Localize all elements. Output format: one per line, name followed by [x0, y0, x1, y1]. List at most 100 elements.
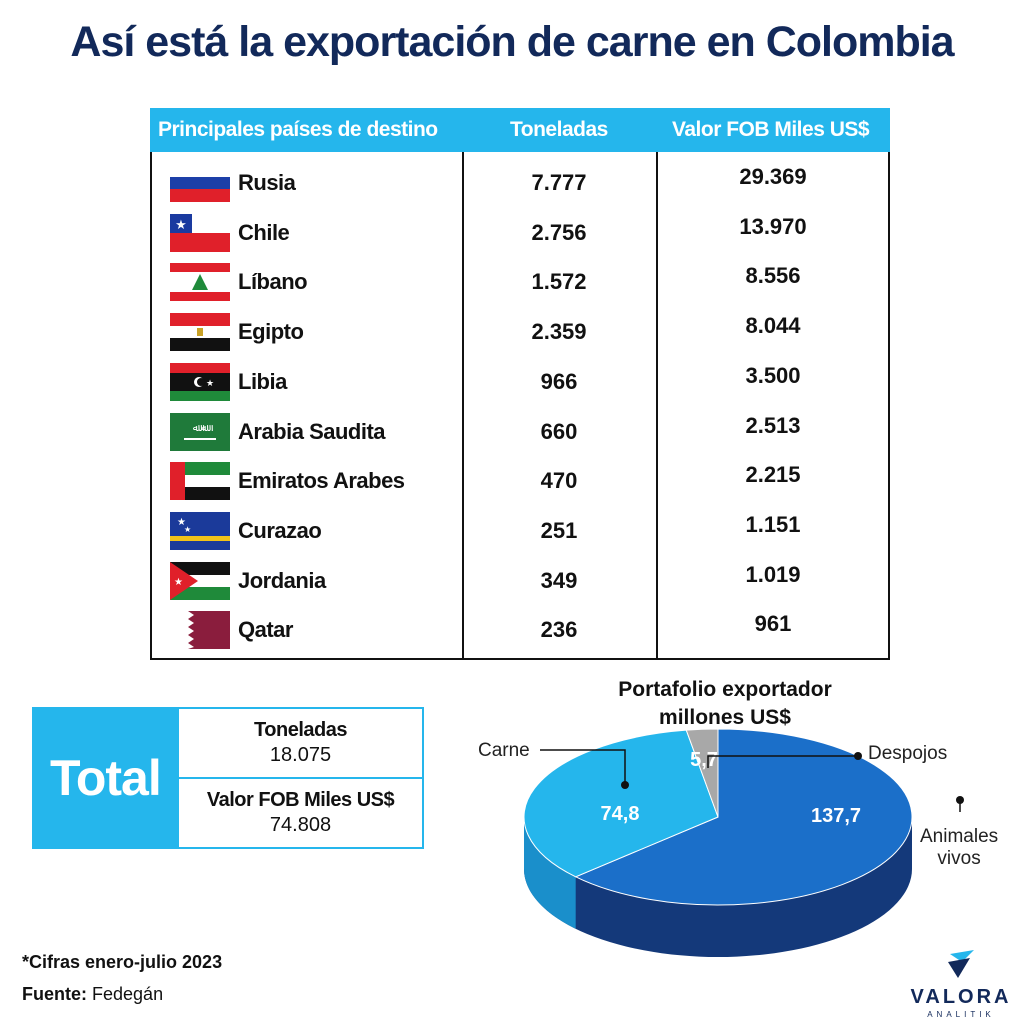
column-divider [462, 152, 464, 658]
country-name: Qatar [238, 617, 293, 643]
fob-value: 2.215 [745, 462, 801, 488]
fob-value: 29.369 [739, 164, 807, 189]
svg-text:★: ★ [206, 378, 214, 388]
fob-value: 13.970 [739, 213, 807, 239]
header-ton: Toneladas [510, 118, 608, 141]
svg-text:★: ★ [175, 217, 187, 232]
total-ton-header: Toneladas [254, 719, 347, 741]
pie-side-wall [524, 817, 912, 957]
table-row: Emiratos Arabes 470 2.215 [152, 456, 888, 506]
total-fob-value: 74.808 [269, 814, 332, 836]
svg-text:★: ★ [177, 517, 186, 528]
country-name: Emiratos Arabes [238, 468, 405, 494]
tonnage-value: 349 [540, 567, 578, 593]
logo-sub: ANALITIK [927, 1010, 995, 1019]
total-fob-header: Valor FOB Miles US$ [206, 789, 395, 811]
qatar-flag-icon [170, 611, 230, 650]
page-title: Así está la exportación de carne en Colo… [70, 18, 954, 66]
table-row: Qatar 236 961 [152, 605, 888, 655]
chile-flag-icon: ★ [170, 213, 230, 252]
tonnage-value: 966 [540, 368, 578, 394]
country-name: Jordania [238, 567, 326, 593]
tonnage-value: 2.359 [531, 319, 587, 345]
total-box: Total Toneladas 18.075 Valor FOB Miles U… [32, 707, 424, 849]
pie-leader-dot [621, 781, 629, 789]
curacao-flag-icon: ★ ★ [170, 511, 230, 550]
header-country: Principales países de destino [158, 118, 438, 141]
table-row: ★ Libia 966 3.500 [152, 357, 888, 407]
valora-logo: VALORA ANALITIK [906, 948, 1016, 1019]
table-header: Principales países de destino Toneladas … [150, 108, 890, 152]
source: Fuente: Fedegán [22, 984, 163, 1005]
pie-slice-despojos [685, 728, 719, 818]
fob-value: 8.044 [745, 313, 801, 339]
libya-flag-icon: ★ [170, 362, 230, 401]
source-value: Fedegán [92, 984, 164, 1004]
total-ton-cell: Toneladas 18.075 [179, 709, 422, 777]
pie-title-line1: Portafolio exportador [618, 678, 832, 701]
table-row: Rusia 7.777 29.369 [152, 158, 888, 208]
tonnage-value: 470 [540, 468, 578, 494]
table-body: Rusia 7.777 29.369 ★ Chile 2.756 13.970 Líbano 1… [150, 152, 890, 660]
logo-name: VALORA [910, 986, 1012, 1008]
svg-text:ﷲ ﷲ: ﷲ ﷲ [193, 423, 214, 434]
footnote: *Cifras enero-julio 2023 [22, 952, 223, 972]
fob-value: 3.500 [745, 362, 801, 388]
table-row: ★ Chile 2.756 13.970 [152, 208, 888, 258]
country-name: Chile [238, 219, 290, 245]
pie-side-carne [524, 817, 576, 929]
pie-leader-dot [956, 796, 964, 804]
pie-label-despojos: Despojos [868, 743, 948, 764]
header-fob: Valor FOB Miles US$ [672, 118, 870, 141]
column-divider [656, 152, 658, 658]
pie-label-animales-line1: Animales [920, 826, 999, 847]
pie-leader-line [540, 749, 626, 785]
pie-label-carne: Carne [478, 740, 530, 761]
egypt-flag-icon [170, 313, 230, 352]
svg-text:★: ★ [174, 577, 183, 588]
country-name: Curazao [238, 517, 322, 543]
tonnage-value: 2.756 [531, 219, 587, 245]
fob-value: 961 [754, 611, 792, 637]
table-row: ﷲ ﷲ Arabia Saudita 660 2.513 [152, 407, 888, 457]
pie-value-label: 137,7 [811, 805, 861, 827]
saudi-arabia-flag-icon: ﷲ ﷲ [170, 412, 230, 451]
pie-leader-dot [854, 752, 862, 760]
country-name: Egipto [238, 319, 304, 345]
logo-mark-icon [948, 950, 974, 978]
pie-value-label: 74,8 [601, 803, 640, 825]
pie-value-label: 5,7 [690, 749, 718, 771]
total-fob-cell: Valor FOB Miles US$ 74.808 [179, 779, 422, 847]
pie-title: Portafolio exportador millones US$ [560, 676, 890, 732]
total-ton-value: 18.075 [269, 744, 332, 766]
table-row: ★ Jordania 349 1.019 [152, 556, 888, 606]
tonnage-value: 1.572 [531, 269, 587, 295]
table-row: Egipto 2.359 8.044 [152, 307, 888, 357]
country-name: Líbano [238, 269, 308, 295]
tonnage-value: 7.777 [531, 170, 587, 195]
tonnage-value: 660 [540, 418, 578, 444]
uae-flag-icon [170, 462, 230, 501]
source-label: Fuente: [22, 984, 87, 1004]
destinations-table: Principales países de destino Toneladas … [150, 108, 890, 660]
russia-flag-icon [170, 164, 230, 202]
tonnage-value: 236 [540, 617, 578, 643]
table-row: Líbano 1.572 8.556 [152, 257, 888, 307]
total-label: Total [50, 750, 162, 806]
pie-slice-carne [523, 729, 719, 878]
lebanon-flag-icon [170, 263, 230, 302]
fob-value: 2.513 [745, 412, 801, 438]
svg-text:★: ★ [184, 525, 191, 534]
jordan-flag-icon: ★ [170, 561, 230, 600]
pie-title-line2: millones US$ [659, 706, 791, 729]
table-row: ★ ★ Curazao 251 1.151 [152, 506, 888, 556]
tonnage-value: 251 [540, 517, 578, 543]
pie-label-animales-line2: vivos [937, 848, 981, 869]
country-name: Arabia Saudita [238, 418, 386, 444]
fob-value: 1.019 [745, 561, 801, 587]
fob-value: 8.556 [745, 263, 801, 289]
country-name: Libia [238, 368, 287, 394]
fob-value: 1.151 [745, 511, 801, 537]
pie-slice-animales-vivos [574, 728, 913, 906]
